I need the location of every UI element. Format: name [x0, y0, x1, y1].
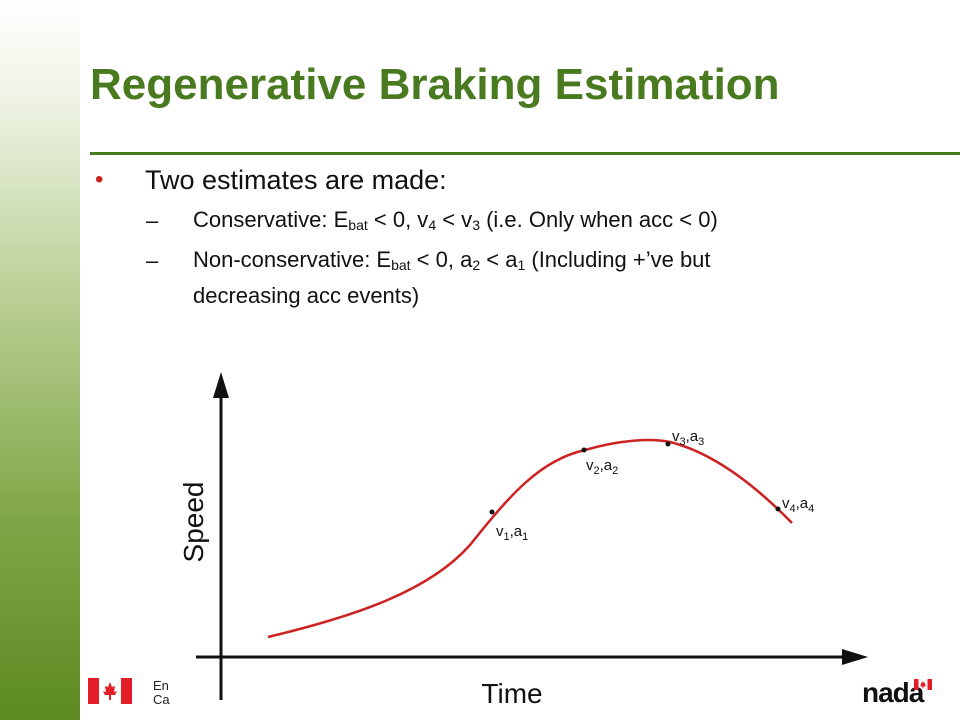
slide-title: Regenerative Braking Estimation [90, 60, 780, 109]
curve-point-1 [489, 509, 495, 515]
dash-marker-2: – [146, 248, 159, 273]
wordmark-flag-icon [914, 679, 932, 690]
footer-wordmark-left: En Ca [153, 678, 170, 707]
curve-point-4 [775, 506, 781, 512]
curve-point-3 [665, 441, 671, 447]
sub-bullet-nonconservative-line2: decreasing acc events) [193, 283, 420, 308]
curve-point-2 [581, 447, 587, 453]
sub-bullet-conservative: Conservative: Ebat < 0, v4 < v3 (i.e. On… [193, 207, 718, 233]
point-label-4: v4,a4 [782, 495, 814, 515]
canada-flag-icon [88, 678, 132, 704]
sub-bullet-nonconservative: Non-conservative: Ebat < 0, a2 < a1 (Inc… [193, 247, 711, 273]
bullet-dot-icon: • [95, 166, 104, 193]
speed-curve [267, 438, 793, 639]
x-axis-arrow-icon [842, 649, 868, 665]
title-divider [90, 152, 960, 155]
y-axis-label: Speed [178, 482, 209, 563]
bullet-list: • Two estimates are made: – Conservative… [0, 0, 960, 320]
point-label-1: v1,a1 [496, 523, 528, 543]
point-label-2: v2,a2 [586, 457, 618, 477]
x-axis-label: Time [481, 678, 542, 709]
y-axis-arrow-icon [213, 372, 229, 398]
bullet-main: Two estimates are made: [145, 165, 447, 195]
canada-wordmark: nada [862, 677, 932, 709]
side-gradient-bar [0, 0, 80, 720]
dash-marker-1: – [146, 208, 159, 233]
point-label-3: v3,a3 [672, 428, 704, 448]
